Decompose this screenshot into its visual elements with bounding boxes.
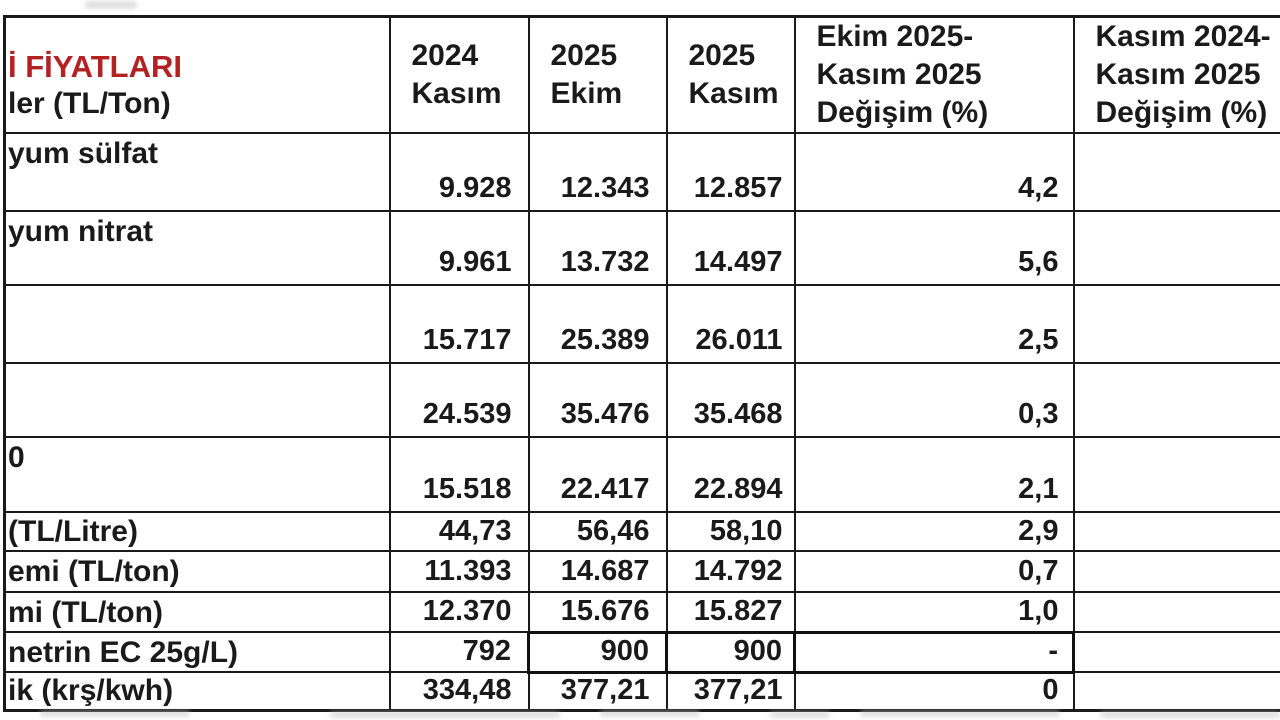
table-cell: 12.370 — [388, 591, 530, 633]
table-cell: 377,21 — [665, 671, 796, 712]
table-cell: 25.389 — [527, 284, 668, 364]
table-cell — [1072, 362, 1280, 438]
row-label: yum nitrat — [3, 210, 391, 286]
table-cell: 792 — [388, 631, 530, 673]
table-row: yum sülfat 9.928 12.343 12.857 4,2 — [3, 132, 1280, 212]
row-label: (TL/Litre) — [3, 511, 391, 552]
row-label: yum sülfat — [3, 132, 391, 212]
artifact-smudge — [40, 710, 190, 717]
table-row: 0 15.518 22.417 22.894 2,1 — [3, 436, 1280, 513]
table-cell: 2,5 — [793, 284, 1075, 364]
table-cell — [1072, 436, 1280, 513]
table-cell: 0 — [793, 671, 1075, 712]
row-label: emi (TL/ton) — [3, 550, 391, 593]
table-cell: 15.518 — [388, 436, 530, 513]
col-header-ekim-kasim-degisim: Ekim 2025- Kasım 2025 Değişim (%) — [793, 15, 1075, 134]
table-title: İ FİYATLARI — [8, 49, 182, 84]
col-header-kasim-kasim-degisim: Kasım 2024- Kasım 2025 Değişim (%) — [1072, 15, 1280, 134]
table-cell: 15.827 — [665, 591, 796, 633]
table-row: emi (TL/ton) 11.393 14.687 14.792 0,7 — [3, 550, 1280, 593]
table-cell-selected: 900 — [527, 630, 668, 674]
table-title-cell: İ FİYATLARI ler (TL/Ton) — [3, 15, 391, 134]
table-cell: 1,0 — [793, 591, 1075, 633]
table-cell: 15.717 — [388, 284, 530, 364]
table-cell: 5,6 — [793, 210, 1075, 286]
table-cell — [1072, 550, 1280, 593]
table-row: yum nitrat 9.961 13.732 14.497 5,6 — [3, 210, 1280, 286]
table-cell: 334,48 — [388, 671, 530, 712]
row-label: ik (krş/kwh) — [3, 671, 391, 712]
table-cell — [1072, 132, 1280, 212]
table-cell: 26.011 — [665, 284, 796, 364]
table-cell: 44,73 — [388, 511, 530, 552]
table-cell: 15.676 — [527, 591, 668, 633]
table-cell: 4,2 — [793, 132, 1075, 212]
artifact-smudge — [1100, 711, 1280, 718]
table-cell: 12.343 — [527, 132, 668, 212]
table-cell: 2,9 — [793, 511, 1075, 552]
table-cell — [1072, 591, 1280, 633]
table-cell: 22.417 — [527, 436, 668, 513]
artifact-smudge — [600, 710, 700, 717]
table-cell: 13.732 — [527, 210, 668, 286]
col-header-2024-kasim: 2024 Kasım — [388, 15, 530, 134]
table-cell: 14.687 — [527, 550, 668, 593]
table-row: mi (TL/ton) 12.370 15.676 15.827 1,0 — [3, 591, 1280, 633]
table-row: 24.539 35.476 35.468 0,3 — [3, 362, 1280, 438]
row-label: mi (TL/ton) — [3, 591, 391, 633]
row-label — [3, 284, 391, 364]
table-cell: 35.468 — [665, 362, 796, 438]
table-cell: 9.928 — [388, 132, 530, 212]
row-label — [3, 362, 391, 438]
table-cell-selected: 900 — [665, 630, 796, 674]
table-cell: 377,21 — [527, 671, 668, 712]
table-cell: 24.539 — [388, 362, 530, 438]
table-cell: 58,10 — [665, 511, 796, 552]
row-label: 0 — [3, 436, 391, 513]
artifact-smudge — [770, 711, 830, 718]
table-row: ik (krş/kwh) 334,48 377,21 377,21 0 — [3, 671, 1280, 712]
artifact-smudge — [860, 710, 1060, 717]
artifact-smudge — [85, 1, 137, 9]
table-row: netrin EC 25g/L) 792 900 900 - — [3, 630, 1280, 674]
row-label: netrin EC 25g/L) — [3, 631, 391, 673]
table-cell-selected: - — [793, 630, 1075, 674]
table-subtitle: ler (TL/Ton) — [8, 87, 171, 120]
table-cell — [1072, 284, 1280, 364]
table-cell: 12.857 — [665, 132, 796, 212]
table-cell: 35.476 — [527, 362, 668, 438]
table-cell: 14.497 — [665, 210, 796, 286]
price-table: İ FİYATLARI ler (TL/Ton) 2024 Kasım 2025… — [3, 15, 1280, 712]
table-cell: 14.792 — [665, 550, 796, 593]
table-cell: 2,1 — [793, 436, 1075, 513]
table-cell — [1072, 631, 1280, 673]
table-cell: 0,7 — [793, 550, 1075, 593]
table-cell — [1072, 511, 1280, 552]
col-header-2025-ekim: 2025 Ekim — [527, 15, 668, 134]
table-cell: 0,3 — [793, 362, 1075, 438]
table-cell — [1072, 671, 1280, 712]
artifact-smudge — [330, 711, 560, 718]
table-cell: 22.894 — [665, 436, 796, 513]
table-cell: 56,46 — [527, 511, 668, 552]
table-row: (TL/Litre) 44,73 56,46 58,10 2,9 — [3, 511, 1280, 552]
table-cell — [1072, 210, 1280, 286]
table-row: 15.717 25.389 26.011 2,5 — [3, 284, 1280, 364]
col-header-2025-kasim: 2025 Kasım — [665, 15, 796, 134]
header-row: İ FİYATLARI ler (TL/Ton) 2024 Kasım 2025… — [3, 15, 1280, 134]
table-cell: 11.393 — [388, 550, 530, 593]
table-cell: 9.961 — [388, 210, 530, 286]
